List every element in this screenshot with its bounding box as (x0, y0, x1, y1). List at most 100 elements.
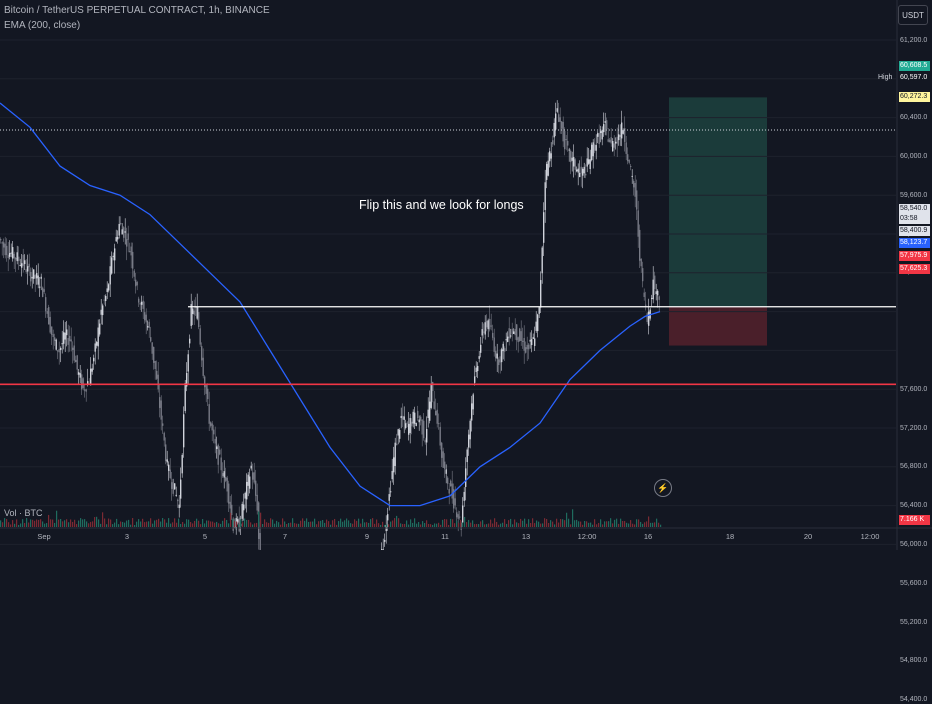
volume-bar (522, 520, 524, 527)
volume-bar (368, 522, 370, 527)
y-tick-label: 54,800.0 (900, 657, 928, 665)
candle-body (198, 312, 200, 328)
chart-annotation[interactable]: Flip this and we look for longs (359, 198, 524, 212)
candle-body (538, 307, 540, 314)
candle-body (436, 409, 438, 424)
volume-bar (268, 522, 270, 527)
price-chart[interactable] (0, 0, 932, 550)
y-tick-label: 57,200.0 (900, 424, 928, 432)
volume-bar (282, 518, 284, 527)
volume-bar (286, 523, 288, 527)
candle-body (144, 312, 146, 321)
volume-bar (170, 523, 172, 527)
candle-body (550, 153, 552, 159)
volume-bar (618, 523, 620, 527)
candle-body (405, 423, 407, 428)
candle-body (91, 368, 93, 372)
y-tick-label: 59,600.0 (900, 191, 928, 199)
candle-body (646, 313, 648, 323)
candle-body (63, 332, 65, 344)
volume-bar (44, 523, 46, 527)
currency-button[interactable]: USDT (898, 5, 928, 25)
volume-bar (516, 522, 518, 527)
candle-body (400, 415, 402, 419)
candle-body (250, 465, 252, 469)
candle-body (639, 229, 641, 261)
volume-bar (614, 519, 616, 527)
candle-body (225, 476, 227, 481)
candle-body (583, 166, 585, 174)
candle-body (106, 288, 108, 292)
volume-bar (518, 523, 520, 527)
volume-bar (596, 524, 598, 527)
candle-body (553, 122, 555, 138)
target-zone (669, 97, 767, 307)
volume-bar (132, 518, 134, 527)
candle-body (393, 457, 395, 473)
volume-bar (588, 522, 590, 527)
candle-body (586, 158, 588, 167)
candle-body (648, 311, 650, 326)
volume-bar (660, 524, 662, 527)
volume-bar (50, 519, 52, 527)
candle-body (417, 410, 419, 419)
volume-bar (644, 522, 646, 527)
candle-body (64, 332, 66, 340)
ema-200-line (0, 102, 661, 507)
volume-bar (504, 519, 506, 527)
volume-bar (304, 520, 306, 527)
candle-body (444, 461, 446, 469)
volume-bar (472, 520, 474, 527)
ema-indicator-label[interactable]: EMA (200, close) (4, 20, 81, 31)
candle-body (72, 347, 74, 351)
candle-body (124, 231, 126, 233)
candle-body (132, 251, 134, 269)
candle-body (87, 381, 89, 386)
volume-bar (20, 523, 22, 527)
volume-bar (358, 518, 360, 527)
candle-body (481, 329, 483, 336)
candle-body (255, 480, 257, 496)
candle-body (15, 258, 17, 260)
volume-bar (372, 518, 374, 527)
volume-bar (342, 521, 344, 527)
candle-body (130, 246, 132, 256)
y-tick-label: 54,400.0 (900, 696, 928, 704)
volume-bar (210, 521, 212, 527)
candle-body (541, 247, 543, 274)
volume-bar (506, 523, 508, 527)
candle-body (468, 434, 470, 448)
symbol-title[interactable]: Bitcoin / TetherUS PERPETUAL CONTRACT, 1… (4, 5, 270, 16)
volume-bar (480, 521, 482, 527)
candle-body (612, 141, 614, 152)
candle-body (171, 482, 173, 489)
volume-bar (80, 518, 82, 527)
volume-bar (406, 520, 408, 527)
stop-zone (669, 306, 767, 346)
candle-body (388, 494, 390, 501)
candle-body (207, 388, 209, 400)
volume-bar (526, 523, 528, 527)
candle-body (498, 359, 500, 366)
x-tick-label: Sep (37, 532, 51, 541)
y-tick-label: 60,000.0 (900, 152, 928, 160)
volume-bar (218, 523, 220, 527)
volume-indicator-label[interactable]: Vol · BTC (4, 508, 43, 518)
volume-bar (254, 523, 256, 527)
price-tag: 60,272.3 (899, 92, 930, 102)
volume-bar (36, 519, 38, 527)
candle-body (166, 459, 168, 463)
volume-bar (308, 521, 310, 527)
candle-body (606, 120, 608, 130)
candle-body (534, 338, 536, 346)
lightning-icon[interactable]: ⚡ (654, 479, 672, 497)
price-tag: 58,123.7 (899, 238, 930, 248)
candle-body (493, 337, 495, 352)
candle-body (564, 130, 566, 150)
candle-body (60, 347, 62, 350)
volume-bar (374, 523, 376, 527)
candle-body (16, 252, 18, 262)
candle-body (556, 108, 558, 112)
volume-bar (114, 522, 116, 527)
candle-body (607, 139, 609, 142)
